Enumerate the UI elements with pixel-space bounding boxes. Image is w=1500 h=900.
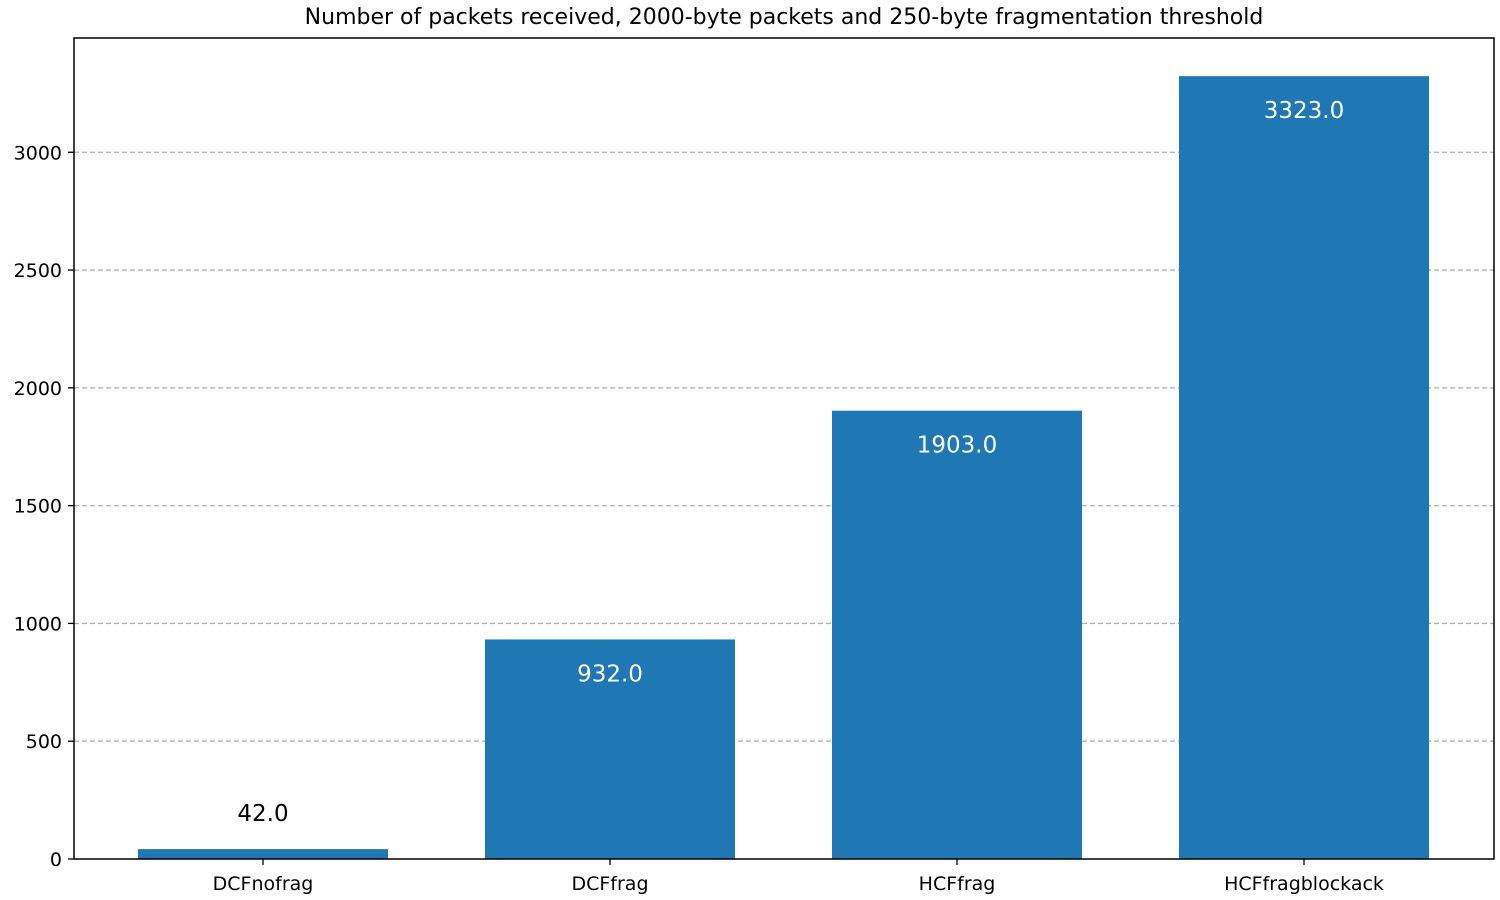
y-axis-ticks: 0 500 1000 1500 2000 2500 3000: [14, 142, 74, 871]
y-tick-label: 2000: [14, 378, 62, 400]
data-label: 1903.0: [917, 433, 997, 459]
bars: [138, 76, 1429, 860]
bar: [1179, 76, 1429, 860]
bar: [485, 639, 735, 859]
y-grid: [74, 151, 1494, 742]
x-tick-label: DCFnofrag: [213, 873, 314, 895]
y-tick-label: 0: [50, 849, 62, 871]
data-label: 932.0: [577, 661, 643, 687]
y-tick-label: 500: [26, 731, 62, 753]
y-tick-label: 1500: [14, 496, 62, 518]
y-tick-label: 1000: [14, 613, 62, 635]
y-tick-label: 2500: [14, 260, 62, 282]
bar: [138, 849, 388, 859]
x-tick-label: HCFfrag: [919, 873, 996, 895]
x-tick-label: HCFfragblockack: [1224, 873, 1384, 895]
bar: [832, 410, 1082, 859]
data-label: 42.0: [237, 801, 288, 827]
y-tick-label: 3000: [14, 142, 62, 164]
data-label: 3323.0: [1264, 98, 1344, 124]
x-tick-label: DCFfrag: [571, 873, 648, 895]
x-axis-ticks: DCFnofrag DCFfrag HCFfrag HCFfragblockack: [213, 859, 1384, 895]
chart-title: Number of packets received, 2000-byte pa…: [305, 5, 1264, 30]
plot-frame: [73, 37, 1495, 860]
data-labels: 42.0 932.0 1903.0 3323.0: [237, 98, 1344, 827]
